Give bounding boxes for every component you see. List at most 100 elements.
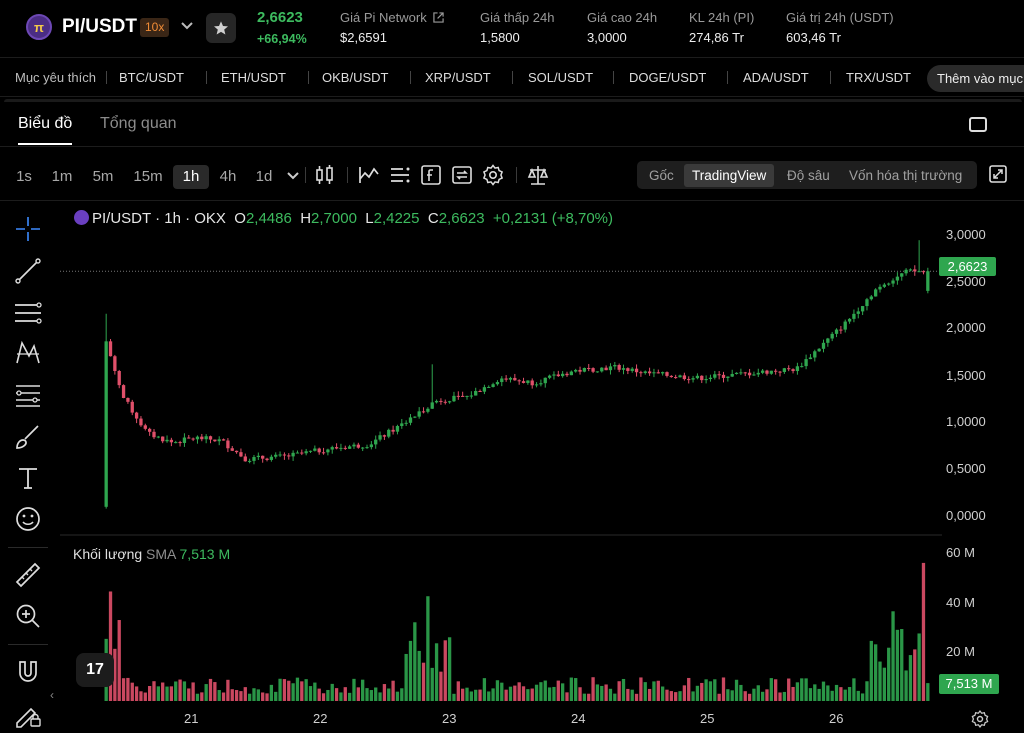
crosshair-icon[interactable] [13, 214, 43, 244]
volume-bar [569, 677, 573, 701]
brush-icon[interactable] [13, 422, 43, 452]
view-market-cap[interactable]: Vốn hóa thị trường [849, 168, 963, 183]
scale-balance-icon[interactable] [526, 163, 550, 187]
text-tool-icon[interactable] [13, 463, 43, 493]
volume-bar [461, 688, 465, 701]
gear-icon[interactable] [481, 163, 505, 187]
favorite-pair[interactable]: TRX/USDT [846, 70, 911, 85]
volume-bar [787, 678, 791, 701]
volume-bar [708, 681, 713, 701]
fullscreen-icon[interactable] [988, 164, 1008, 184]
favorite-pair[interactable]: XRP/USDT [425, 70, 491, 85]
timeframe-4h[interactable]: 4h [219, 168, 237, 185]
candle-body [461, 395, 465, 397]
volume-bar [347, 692, 352, 701]
favorite-pair[interactable]: ADA/USDT [743, 70, 809, 85]
volume-bar [756, 685, 760, 701]
external-link-icon[interactable] [433, 12, 445, 23]
timeframe-1s[interactable]: 1s [16, 168, 32, 185]
volume-bar [204, 684, 208, 701]
candle-body [474, 391, 478, 396]
add-favorite-button[interactable]: Thêm vào mục [927, 65, 1024, 92]
volume-bar [917, 633, 921, 701]
function-icon[interactable] [419, 163, 443, 187]
volume-bar [839, 687, 843, 701]
chart-settings-gear-icon[interactable] [970, 709, 990, 729]
legend-l-label: L [365, 210, 374, 227]
candle-body [387, 429, 391, 437]
magnet-icon[interactable] [13, 657, 43, 687]
divider [0, 146, 1024, 147]
fibonacci-icon[interactable] [13, 380, 43, 410]
tradingview-logo[interactable]: 17 [76, 653, 114, 687]
view-tradingview[interactable]: TradingView [684, 164, 775, 187]
volume-bar [921, 562, 926, 701]
favorite-pair[interactable]: ETH/USDT [221, 70, 286, 85]
candle-body [652, 372, 656, 374]
candle-body [891, 280, 895, 284]
list-icon[interactable] [388, 163, 412, 187]
volume-bar [582, 693, 587, 701]
legend-symbol: PI/USDT · 1h · OKX [92, 210, 226, 227]
tab-chart[interactable]: Biểu đồ [18, 115, 73, 132]
parallel-lines-icon[interactable] [13, 298, 43, 328]
candle-body [356, 444, 360, 448]
tab-overview[interactable]: Tổng quan [100, 115, 177, 132]
volume-bar [808, 688, 813, 701]
pair-title[interactable]: PI/USDT [62, 16, 137, 37]
candle-body [904, 269, 908, 274]
timeframe-5m[interactable]: 5m [92, 168, 114, 185]
candle-body [691, 378, 695, 380]
volume-bar [800, 678, 804, 701]
view-depth[interactable]: Độ sâu [787, 168, 830, 183]
price-chart[interactable] [60, 201, 942, 706]
emoji-icon[interactable] [13, 504, 43, 534]
favorite-pair[interactable]: SOL/USDT [528, 70, 594, 85]
zoom-in-icon[interactable] [13, 601, 43, 631]
stat-value: 3,0000 [587, 30, 627, 45]
chevron-down-icon[interactable] [281, 163, 305, 187]
volume-bar [447, 637, 452, 701]
ruler-icon[interactable] [13, 560, 43, 590]
lock-drawing-icon[interactable] [13, 699, 43, 729]
layout-icon[interactable] [969, 117, 987, 132]
volume-bar [587, 693, 591, 701]
chevron-down-icon[interactable] [178, 15, 196, 37]
volume-bar [487, 691, 491, 701]
trend-line-icon[interactable] [13, 256, 43, 286]
favorite-pair[interactable]: DOGE/USDT [629, 70, 707, 85]
candle-body [465, 395, 469, 397]
current-volume-tag: 7,513 M [939, 674, 999, 694]
volume-bar [504, 689, 508, 701]
legend-change: +0,2131 (+8,70%) [492, 210, 614, 227]
timeframe-15m[interactable]: 15m [133, 168, 163, 185]
volume-bar [356, 687, 360, 701]
candlestick-type-icon[interactable] [313, 163, 337, 187]
favorite-pair[interactable]: OKB/USDT [322, 70, 389, 85]
timeframe-1m[interactable]: 1m [51, 168, 73, 185]
candle-body [752, 374, 756, 376]
volume-bar [339, 692, 343, 701]
candle-body [452, 395, 456, 402]
candle-body [282, 454, 287, 456]
timeframe-1h[interactable]: 1h [173, 165, 209, 189]
volume-bar [847, 687, 852, 701]
pattern-tool-icon[interactable] [13, 338, 43, 368]
volume-bar [656, 680, 660, 701]
replay-icon[interactable] [450, 163, 474, 187]
candle-body [782, 368, 787, 372]
volume-bar [852, 678, 856, 701]
volume-bar [417, 650, 421, 701]
candle-body [134, 412, 139, 419]
indicators-icon[interactable] [357, 163, 381, 187]
legend-high: 2,7000 [311, 210, 357, 227]
volume-bar [256, 689, 260, 701]
volume-bar [391, 680, 395, 701]
candle-body [513, 377, 517, 381]
volume-bar [834, 684, 839, 701]
timeframe-1d[interactable]: 1d [255, 168, 273, 185]
favorite-pair[interactable]: BTC/USDT [119, 70, 184, 85]
collapse-toolbar-icon[interactable]: ‹ [50, 688, 54, 702]
view-original[interactable]: Gốc [649, 168, 674, 183]
favorite-star-button[interactable] [206, 13, 236, 43]
